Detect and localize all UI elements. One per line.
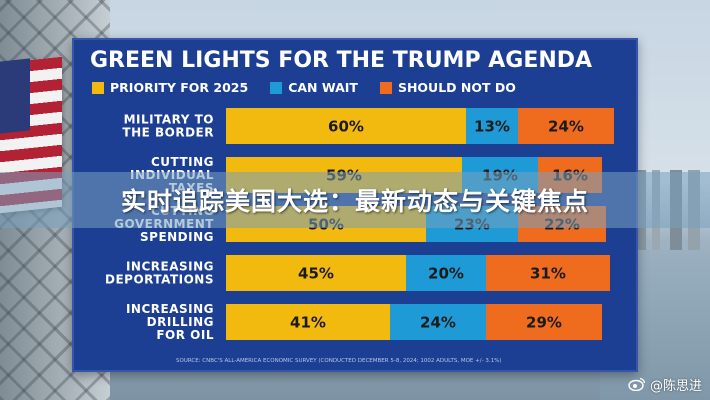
bar-increasing-drilling-for-oil-priority-for-2025 bbox=[226, 304, 390, 340]
legend-label-should-not-do: SHOULD NOT DO bbox=[397, 80, 516, 95]
value-label-increasing-deportations-should-not-do: 31% bbox=[530, 265, 566, 283]
value-label-military-to-the-border-can-wait: 13% bbox=[474, 118, 510, 136]
category-label-military-to-the-border-line-2: THE BORDER bbox=[122, 126, 214, 140]
bar-increasing-deportations-can-wait bbox=[406, 255, 486, 291]
chart-legend: PRIORITY FOR 2025 CAN WAIT SHOULD NOT DO bbox=[92, 78, 632, 98]
bar-increasing-drilling-for-oil-can-wait bbox=[390, 304, 486, 340]
bar-military-to-the-border-should-not-do bbox=[518, 108, 614, 144]
category-label-increasing-drilling-for-oil-line-2: DRILLING bbox=[147, 315, 214, 329]
legend-item-priority: PRIORITY FOR 2025 bbox=[92, 80, 248, 96]
legend-swatch-can-wait bbox=[270, 82, 283, 94]
value-label-increasing-deportations-priority-for-2025: 45% bbox=[298, 265, 334, 283]
watermark-handle: @陈思进 bbox=[649, 378, 702, 394]
bar-increasing-deportations-should-not-do bbox=[486, 255, 610, 291]
bar-military-to-the-border-can-wait bbox=[466, 108, 518, 144]
legend-swatch-should-not-do bbox=[379, 82, 392, 94]
category-label-cutting-individual-taxes-line-1: CUTTING bbox=[151, 155, 214, 169]
value-label-military-to-the-border-priority-for-2025: 60% bbox=[328, 118, 364, 136]
weibo-icon bbox=[628, 377, 646, 392]
headline-text: 实时追踪美国大选：最新动态与关键焦点 bbox=[120, 187, 589, 216]
value-label-increasing-deportations-can-wait: 20% bbox=[428, 265, 464, 283]
value-label-increasing-drilling-for-oil-should-not-do: 29% bbox=[526, 314, 562, 332]
value-label-increasing-drilling-for-oil-priority-for-2025: 41% bbox=[290, 314, 326, 332]
bar-increasing-drilling-for-oil-should-not-do bbox=[486, 304, 602, 340]
legend-swatch-priority bbox=[92, 82, 104, 94]
legend-label-can-wait: CAN WAIT bbox=[288, 80, 358, 95]
category-label-increasing-deportations-line-1: INCREASING bbox=[126, 260, 214, 274]
bar-increasing-deportations-priority-for-2025 bbox=[226, 255, 406, 291]
value-label-military-to-the-border-should-not-do: 24% bbox=[548, 118, 584, 136]
category-label-increasing-drilling-for-oil-line-1: INCREASING bbox=[126, 302, 214, 316]
headline-banner: 实时追踪美国大选：最新动态与关键焦点 bbox=[0, 172, 710, 228]
watermark: @陈思进 bbox=[628, 374, 702, 394]
category-label-cutting-government-spending-line-3: SPENDING bbox=[140, 230, 214, 244]
legend-label-priority: PRIORITY FOR 2025 bbox=[110, 80, 249, 95]
category-label-increasing-drilling-for-oil-line-3: FOR OIL bbox=[156, 328, 214, 342]
legend-item-can-wait: CAN WAIT bbox=[270, 80, 358, 96]
chart-title: GREEN LIGHTS FOR THE TRUMP AGENDA bbox=[90, 48, 593, 73]
category-label-increasing-deportations-line-2: DEPORTATIONS bbox=[105, 273, 214, 287]
source-note: SOURCE: CNBC'S ALL-AMERICA ECONOMIC SURV… bbox=[176, 358, 502, 364]
legend-item-should-not-do: SHOULD NOT DO bbox=[379, 80, 516, 96]
category-label-military-to-the-border-line-1: MILITARY TO bbox=[124, 113, 214, 127]
value-label-increasing-drilling-for-oil-can-wait: 24% bbox=[420, 314, 456, 332]
bar-military-to-the-border-priority-for-2025 bbox=[226, 108, 466, 144]
flag-canton bbox=[0, 58, 30, 134]
